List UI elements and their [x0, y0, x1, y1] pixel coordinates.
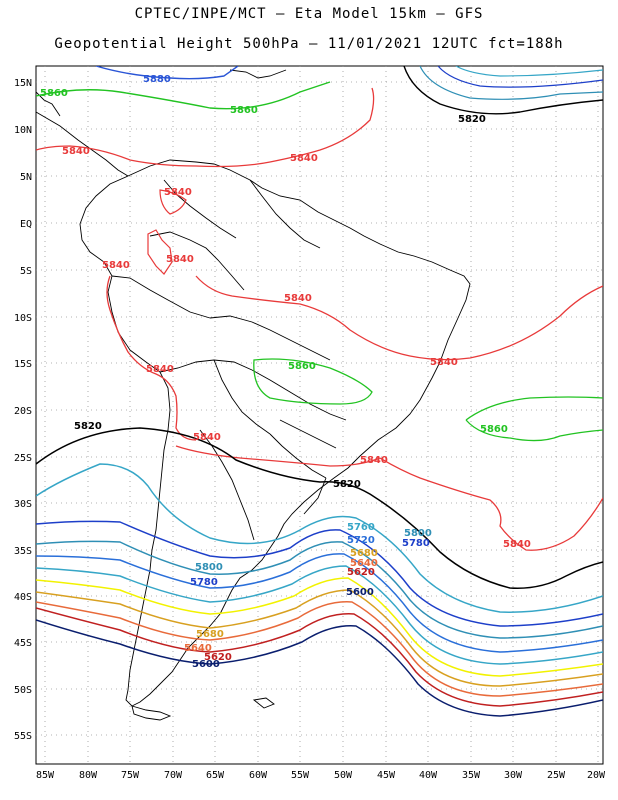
lon-label-25w: 25W	[547, 770, 566, 781]
lon-label-20w: 20W	[587, 770, 606, 781]
label-5840-col: 5840	[164, 187, 192, 198]
label-5680-a: 5680	[350, 548, 378, 559]
contour-5840-southeast	[379, 457, 603, 551]
contour-5840-north	[36, 87, 375, 168]
label-5620-b: 5620	[204, 652, 232, 663]
label-5600-a: 5600	[346, 587, 374, 598]
lat-label-5n: 5N	[20, 172, 32, 183]
label-5640-a: 5640	[350, 558, 378, 569]
lon-label-45w: 45W	[377, 770, 396, 781]
lat-label-25s: 25S	[14, 453, 32, 464]
lon-label-75w: 75W	[121, 770, 140, 781]
lat-label-10s: 10S	[14, 313, 32, 324]
label-5840-atl: 5840	[430, 357, 458, 368]
label-5820-mid: 5820	[333, 479, 361, 490]
contour-5800-north	[419, 66, 603, 100]
label-5840-n: 5840	[290, 153, 318, 164]
lon-label-65w: 65W	[206, 770, 225, 781]
trough-contours	[36, 463, 603, 717]
lon-label-30w: 30W	[504, 770, 523, 781]
lon-label-50w: 50W	[334, 770, 353, 781]
contour-5840-colombia	[159, 189, 187, 215]
label-5840-ven: 5840	[166, 254, 194, 265]
label-5720-a: 5720	[347, 535, 375, 546]
contour-5840-south	[175, 445, 381, 467]
label-5860-atl: 5860	[480, 424, 508, 435]
contour-5840-atlantic	[195, 275, 603, 361]
contour-5760-north	[455, 66, 603, 77]
map-frame	[35, 65, 604, 765]
label-5600-b: 5600	[192, 659, 220, 670]
label-5840-sa: 5840	[360, 455, 388, 466]
lat-label-55s: 55S	[14, 731, 32, 742]
label-5800-a: 5800	[404, 528, 432, 539]
contour-5780-north	[437, 66, 603, 88]
lat-label-eq: EQ	[20, 219, 32, 230]
label-5860-nw: 5860	[40, 88, 68, 99]
coastlines	[36, 69, 471, 721]
lat-label-45s: 45S	[14, 638, 32, 649]
lon-label-85w: 85W	[36, 770, 55, 781]
label-5620-a: 5620	[347, 567, 375, 578]
label-5820-pac: 5820	[74, 421, 102, 432]
label-5840-bol: 5840	[284, 293, 312, 304]
label-5880-top: 5880	[143, 74, 171, 85]
lon-label-80w: 80W	[79, 770, 98, 781]
lat-label-20s: 20S	[14, 406, 32, 417]
contour-labels: 5880 5860 5860 5820 5840 5840 5840 5840 …	[40, 74, 531, 670]
lat-label-30s: 30S	[14, 499, 32, 510]
label-5760-a: 5760	[347, 522, 375, 533]
lon-label-55w: 55W	[291, 770, 310, 781]
lat-label-35s: 35S	[14, 546, 32, 557]
contour-5880	[95, 66, 239, 80]
lon-label-60w: 60W	[249, 770, 268, 781]
lat-axis: 15N 10N 5N EQ 5S 10S 15S 20S 25S 30S 35S…	[14, 78, 32, 742]
label-5680-b: 5680	[196, 629, 224, 640]
lat-label-5s: 5S	[20, 266, 32, 277]
lon-label-70w: 70W	[164, 770, 183, 781]
contour-5860-brazil	[253, 358, 373, 405]
lat-label-15s: 15S	[14, 359, 32, 370]
label-5840-peru: 5840	[102, 260, 130, 271]
label-5840-se: 5840	[503, 539, 531, 550]
label-5820-ne: 5820	[458, 114, 486, 125]
lon-axis: 85W 80W 75W 70W 65W 60W 55W 50W 45W 40W …	[36, 770, 606, 781]
label-5780-b: 5780	[190, 577, 218, 588]
label-5840-nw: 5840	[62, 146, 90, 157]
label-5860-bra: 5860	[288, 361, 316, 372]
label-5800-b: 5800	[195, 562, 223, 573]
lat-label-15n: 15N	[14, 78, 32, 89]
contour-5820-north	[403, 66, 603, 115]
label-5840-chile: 5840	[146, 364, 174, 375]
contour-5860-north	[36, 81, 331, 110]
map-title: CPTEC/INPE/MCT – Eta Model 15km – GFS	[134, 6, 484, 22]
label-5840-arg: 5840	[193, 432, 221, 443]
label-5860-n: 5860	[230, 105, 258, 116]
label-5780-a: 5780	[402, 538, 430, 549]
contour-5860-atlantic	[465, 396, 603, 442]
lon-label-35w: 35W	[462, 770, 481, 781]
label-5640-b: 5640	[184, 643, 212, 654]
lat-label-50s: 50S	[14, 685, 32, 696]
contour-5820-main	[36, 427, 603, 589]
map-subtitle: Geopotential Height 500hPa – 11/01/2021 …	[54, 36, 564, 52]
contour-5840-ven	[147, 229, 173, 275]
contour-5840-andes	[106, 275, 197, 441]
lon-label-40w: 40W	[419, 770, 438, 781]
lat-label-10n: 10N	[14, 125, 32, 136]
lat-label-40s: 40S	[14, 592, 32, 603]
